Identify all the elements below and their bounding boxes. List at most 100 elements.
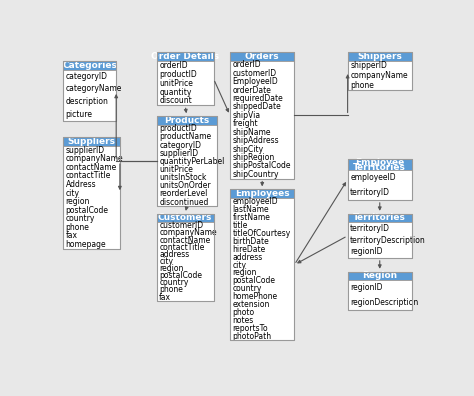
Text: picture: picture: [65, 110, 92, 119]
Bar: [347, 272, 412, 280]
Text: firstName: firstName: [233, 213, 271, 222]
Bar: [347, 61, 412, 90]
Text: contactName: contactName: [159, 236, 210, 245]
Text: city: city: [233, 261, 246, 270]
Text: Orders: Orders: [245, 52, 280, 61]
Text: city: city: [65, 188, 80, 198]
Text: Address: Address: [65, 180, 96, 189]
Text: orderID: orderID: [159, 61, 188, 70]
Text: orderID: orderID: [233, 60, 261, 69]
Text: Suppliers: Suppliers: [67, 137, 115, 146]
Text: country: country: [159, 278, 189, 287]
Text: regionDescription: regionDescription: [350, 298, 419, 307]
Text: unitsOnOrder: unitsOnOrder: [159, 181, 211, 190]
Text: fax: fax: [65, 231, 77, 240]
Text: country: country: [65, 214, 95, 223]
Text: companyName: companyName: [350, 71, 408, 80]
Text: Shippers: Shippers: [357, 52, 402, 61]
Bar: [230, 52, 294, 61]
Text: region: region: [159, 264, 183, 273]
Bar: [156, 116, 217, 206]
Text: Order Details: Order Details: [151, 52, 219, 61]
Text: unitsInStock: unitsInStock: [159, 173, 207, 182]
Text: title: title: [233, 221, 248, 230]
Bar: [347, 52, 412, 61]
Bar: [347, 159, 412, 200]
Text: phone: phone: [159, 286, 183, 294]
Text: customerID: customerID: [159, 221, 203, 230]
Bar: [63, 137, 120, 249]
Text: shipPostalCode: shipPostalCode: [233, 162, 291, 171]
Text: photoPath: photoPath: [233, 332, 272, 341]
Text: shipCity: shipCity: [233, 145, 264, 154]
Text: employeeID: employeeID: [350, 173, 396, 182]
Text: extension: extension: [233, 300, 270, 309]
Text: regionID: regionID: [350, 283, 383, 292]
Text: fax: fax: [159, 293, 171, 301]
Text: Products: Products: [164, 116, 210, 125]
Bar: [156, 116, 217, 125]
Bar: [230, 61, 294, 179]
Text: unitPrice: unitPrice: [159, 165, 193, 174]
Text: address: address: [159, 250, 190, 259]
Text: territoryDescription: territoryDescription: [350, 236, 426, 245]
Text: homepage: homepage: [65, 240, 106, 249]
Text: categoryID: categoryID: [159, 141, 201, 150]
Text: shipAddress: shipAddress: [233, 136, 279, 145]
Text: shipCountry: shipCountry: [233, 170, 279, 179]
Text: description: description: [65, 97, 109, 106]
Text: postalCode: postalCode: [159, 271, 202, 280]
Bar: [156, 125, 217, 206]
Text: regionID: regionID: [350, 248, 383, 257]
Bar: [347, 214, 412, 222]
Bar: [347, 280, 412, 310]
Text: quantityPerLabel: quantityPerLabel: [159, 157, 225, 166]
Text: unitPrice: unitPrice: [159, 78, 193, 88]
Text: Employees: Employees: [235, 189, 290, 198]
Text: contactName: contactName: [65, 163, 117, 172]
Text: supplierID: supplierID: [159, 148, 198, 158]
Text: shippedDate: shippedDate: [233, 103, 282, 112]
Bar: [156, 61, 213, 105]
Text: Territories: Territories: [353, 163, 406, 171]
Text: notes: notes: [233, 316, 254, 325]
Text: reorderLevel: reorderLevel: [159, 189, 208, 198]
Text: region: region: [233, 268, 257, 278]
Text: orderDate: orderDate: [233, 86, 272, 95]
Text: shipName: shipName: [233, 128, 271, 137]
Text: freight: freight: [233, 119, 258, 128]
Bar: [63, 137, 120, 146]
Text: customerID: customerID: [233, 69, 277, 78]
Text: address: address: [233, 253, 263, 262]
Text: supplierID: supplierID: [65, 146, 105, 155]
Text: Territories: Territories: [353, 213, 406, 223]
Bar: [230, 52, 294, 179]
Bar: [347, 170, 412, 200]
Bar: [63, 70, 116, 121]
Text: productID: productID: [159, 70, 197, 78]
Bar: [230, 198, 294, 340]
Text: birthDate: birthDate: [233, 237, 269, 246]
Text: lastName: lastName: [233, 205, 269, 214]
Text: productID: productID: [159, 124, 197, 133]
Text: productName: productName: [159, 132, 211, 141]
Text: photo: photo: [233, 308, 255, 317]
Text: postalCode: postalCode: [233, 276, 276, 286]
Text: contactTitle: contactTitle: [65, 171, 111, 181]
Text: discontinued: discontinued: [159, 198, 209, 206]
Bar: [63, 61, 116, 70]
Text: titleOfCourtesy: titleOfCourtesy: [233, 229, 291, 238]
Text: companyName: companyName: [159, 228, 217, 238]
Bar: [347, 222, 412, 258]
Bar: [63, 146, 120, 249]
Bar: [156, 52, 213, 105]
Text: phone: phone: [65, 223, 90, 232]
Bar: [230, 189, 294, 340]
Text: reportsTo: reportsTo: [233, 324, 268, 333]
Text: phone: phone: [350, 81, 374, 90]
Text: quantity: quantity: [159, 88, 191, 97]
Text: Customers: Customers: [158, 213, 212, 223]
Text: contactTitle: contactTitle: [159, 243, 205, 252]
Text: discount: discount: [159, 97, 192, 105]
Text: Region: Region: [362, 271, 397, 280]
